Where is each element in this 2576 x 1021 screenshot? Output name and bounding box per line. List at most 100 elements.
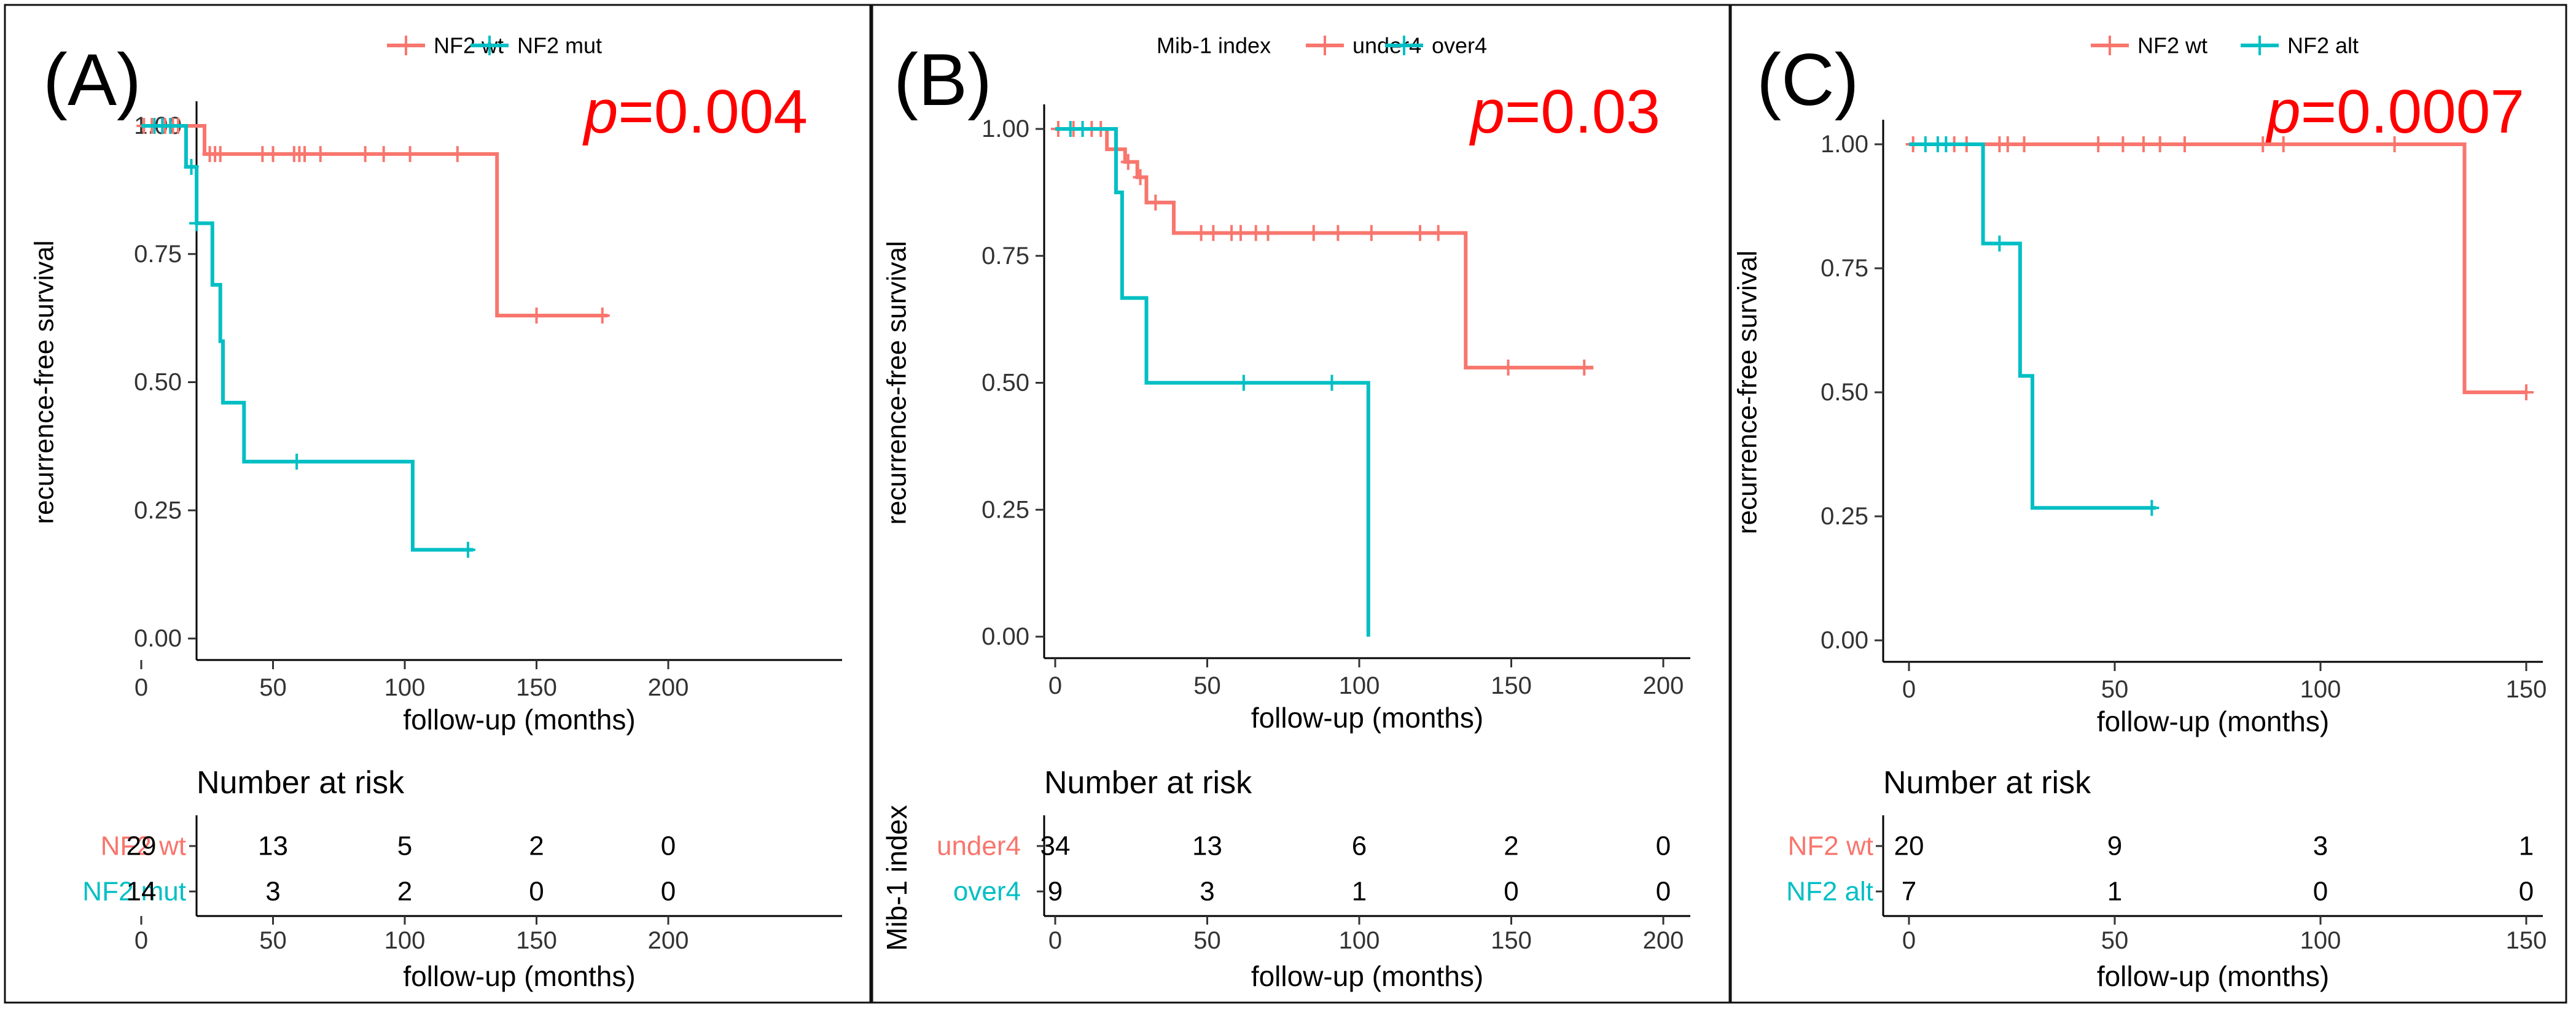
censor-mark xyxy=(2177,136,2192,152)
risk-count: 3 xyxy=(265,877,280,907)
risk-table-y-title: Mib-1 index xyxy=(881,805,913,951)
risk-table-title: Number at risk xyxy=(197,765,405,801)
x-tick-label: 50 xyxy=(259,674,287,701)
x-axis-title: follow-up (months) xyxy=(2097,705,2329,737)
risk-x-tick-label: 150 xyxy=(1491,927,1532,954)
risk-count: 1 xyxy=(1352,877,1367,907)
censor-mark xyxy=(2000,136,2015,152)
km-panel-0: (A) NF2 wt NF2 mut p=0.004 0.00 0.25 0.50 0.75 1… xyxy=(4,4,872,1004)
panel-frame xyxy=(1730,4,2567,1004)
survival-step-line xyxy=(1909,142,2526,394)
y-axis-title: recurrence-free survival xyxy=(882,241,912,524)
legend-entry: over4 xyxy=(1385,33,1487,58)
p-value-symbol: p xyxy=(2265,77,2301,146)
p-value-number: =0.03 xyxy=(1505,77,1660,146)
censor-mark xyxy=(1918,136,1933,152)
risk-x-tick-label: 100 xyxy=(1339,927,1380,954)
risk-x-tick-label: 0 xyxy=(1902,927,1916,954)
legend-entry: NF2 mut xyxy=(470,33,602,58)
risk-count: 0 xyxy=(661,877,676,907)
censor-mark xyxy=(1120,153,1136,170)
censor-mark xyxy=(1306,225,1321,241)
risk-count: 2 xyxy=(529,831,544,861)
p-value-number: =0.004 xyxy=(618,77,808,146)
censor-mark xyxy=(265,146,281,162)
y-tick-label: 0.25 xyxy=(982,496,1029,523)
risk-table-title: Number at risk xyxy=(1883,765,2091,801)
km-curve-1 xyxy=(1055,121,1370,637)
x-tick-label: 0 xyxy=(1902,676,1916,703)
censor-mark xyxy=(2255,136,2271,152)
risk-row-label: NF2 alt xyxy=(1786,877,1873,907)
risk-x-axis-title: follow-up (months) xyxy=(1251,960,1483,992)
risk-count: 13 xyxy=(258,831,288,861)
km-curve-0 xyxy=(1905,136,2534,400)
censor-mark xyxy=(595,307,610,324)
legend-entry: NF2 wt xyxy=(2091,33,2207,58)
risk-count: 13 xyxy=(1192,831,1222,861)
risk-count: 20 xyxy=(1894,831,1924,861)
x-tick-label: 50 xyxy=(1193,672,1221,699)
censor-mark xyxy=(1233,225,1248,241)
censor-mark xyxy=(163,118,178,134)
x-tick-label: 0 xyxy=(1048,672,1062,699)
y-tick-label: 0.75 xyxy=(1821,255,1868,282)
risk-row-label: over4 xyxy=(953,877,1021,907)
y-tick-label: 0.00 xyxy=(1821,627,1868,654)
risk-row-label: NF2 wt xyxy=(1788,831,1873,861)
x-axis-title: follow-up (months) xyxy=(403,704,635,736)
p-value-symbol: p xyxy=(1469,77,1505,146)
x-tick-label: 150 xyxy=(2506,676,2547,703)
y-tick-label: 0.50 xyxy=(134,369,182,396)
censor-mark xyxy=(1364,225,1379,241)
panel-label: (B) xyxy=(894,39,992,121)
risk-count: 0 xyxy=(1504,877,1518,907)
km-curve-1 xyxy=(1909,136,2160,516)
panel-frame xyxy=(4,4,872,1004)
risk-row-label: under4 xyxy=(937,831,1021,861)
p-value-text: p=0.004 xyxy=(582,77,808,146)
risk-x-tick-label: 50 xyxy=(2101,927,2129,954)
risk-x-tick-label: 200 xyxy=(1643,927,1684,954)
km-panel-1: (B) Mib-1 index under4 over4 p=0.03 0.00 0.25 0… xyxy=(871,4,1731,1004)
p-value-text: p=0.0007 xyxy=(2265,77,2524,146)
risk-x-tick-label: 50 xyxy=(259,927,287,954)
risk-row-label: NF2 wt xyxy=(101,831,186,861)
legend-label: NF2 mut xyxy=(517,33,602,58)
risk-count: 0 xyxy=(2519,877,2534,907)
legend-label: NF2 wt xyxy=(2137,33,2207,58)
censor-mark xyxy=(1148,194,1163,211)
panel-label: (C) xyxy=(1757,39,1859,121)
censor-mark xyxy=(460,542,475,558)
km-curve-1 xyxy=(141,118,475,558)
legend-title: Mib-1 index xyxy=(1157,33,1271,58)
censor-mark xyxy=(376,146,391,162)
censor-mark xyxy=(402,146,418,162)
panel-frame xyxy=(871,4,1731,1004)
censor-mark xyxy=(289,453,305,470)
censor-mark xyxy=(213,146,228,162)
survival-step-line xyxy=(141,124,474,552)
legend-entry: NF2 alt xyxy=(2241,33,2359,58)
survival-step-line xyxy=(1055,127,1594,370)
y-axis-title: recurrence-free survival xyxy=(1733,250,1763,534)
censor-mark xyxy=(1501,359,1516,376)
risk-count: 3 xyxy=(1200,877,1214,907)
risk-row-label: NF2 mut xyxy=(82,877,186,907)
risk-count: 6 xyxy=(1352,831,1367,861)
km-curve-0 xyxy=(136,118,610,324)
risk-count: 29 xyxy=(127,831,157,861)
censor-mark xyxy=(357,146,373,162)
risk-count: 1 xyxy=(2107,877,2122,907)
km-curve-0 xyxy=(1050,121,1594,376)
x-tick-label: 150 xyxy=(516,674,557,701)
km-panel-2: (C) NF2 wt NF2 alt p=0.0007 0.00 0.25 0.50 0.75… xyxy=(1730,4,2567,1004)
x-tick-label: 100 xyxy=(384,674,426,701)
survival-step-line xyxy=(141,124,608,317)
y-tick-label: 0.50 xyxy=(982,370,1029,397)
x-tick-label: 0 xyxy=(135,674,148,701)
y-tick-label: 1.00 xyxy=(982,115,1029,142)
censor-mark xyxy=(1992,235,2007,252)
censor-mark xyxy=(313,146,328,162)
